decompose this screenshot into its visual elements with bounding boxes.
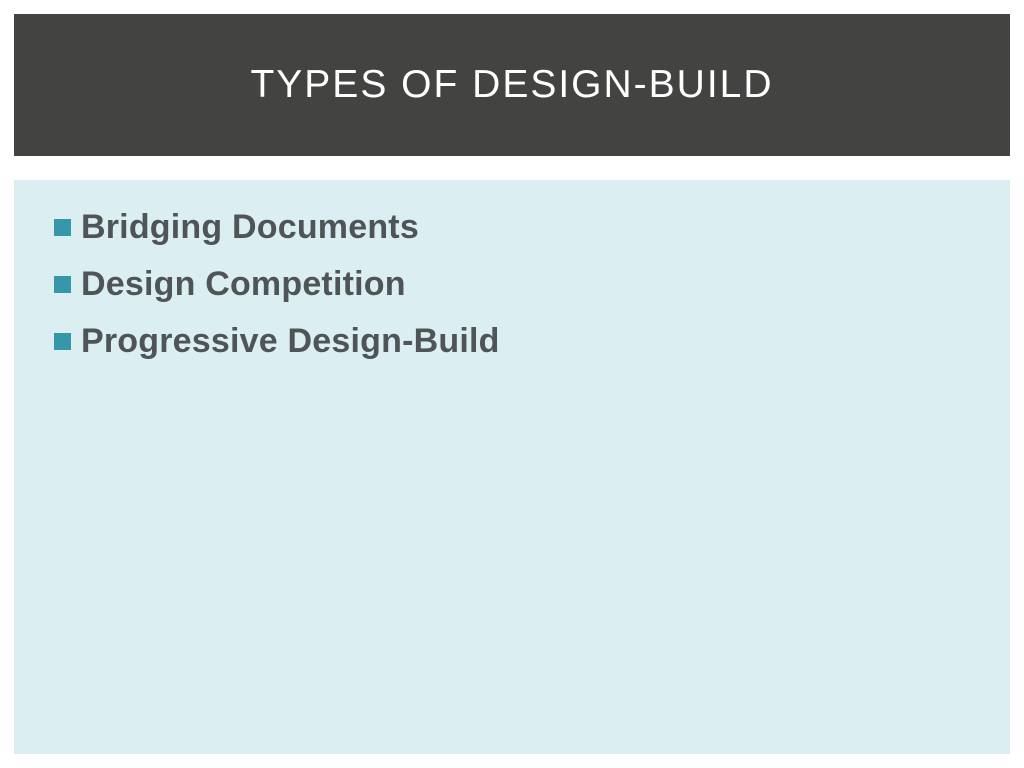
title-bar: TYPES OF DESIGN-BUILD: [14, 14, 1010, 156]
bullet-text: Progressive Design-Build: [81, 322, 500, 361]
list-item: Progressive Design-Build: [54, 322, 970, 361]
list-item: Bridging Documents: [54, 208, 970, 247]
bullet-text: Bridging Documents: [81, 208, 419, 247]
square-bullet-icon: [54, 276, 71, 293]
square-bullet-icon: [54, 333, 71, 350]
content-area: Bridging Documents Design Competition Pr…: [14, 180, 1010, 754]
bullet-list: Bridging Documents Design Competition Pr…: [54, 208, 970, 361]
slide-title: TYPES OF DESIGN-BUILD: [250, 63, 773, 107]
list-item: Design Competition: [54, 265, 970, 304]
square-bullet-icon: [54, 219, 71, 236]
slide: TYPES OF DESIGN-BUILD Bridging Documents…: [0, 0, 1024, 768]
bullet-text: Design Competition: [81, 265, 406, 304]
